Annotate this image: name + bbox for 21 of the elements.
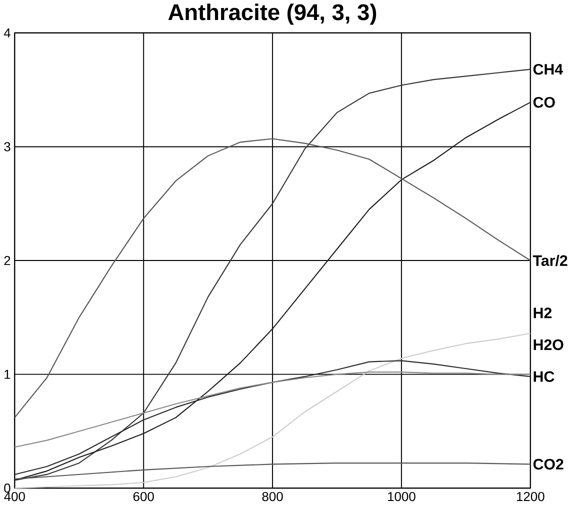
series-label: CO2 <box>533 458 564 470</box>
series-label: CH4 <box>533 64 563 75</box>
y-tick-label: 3 <box>4 142 10 152</box>
x-tick-label: 600 <box>133 492 154 502</box>
x-tick-label: 400 <box>4 492 25 502</box>
series-label: H2O <box>534 339 564 350</box>
line-series <box>14 138 531 418</box>
series-label: HC <box>534 371 554 382</box>
y-tick-label: 2 <box>4 256 10 266</box>
series-label: Tar/2 <box>532 255 568 266</box>
x-tick-label: 800 <box>262 492 283 502</box>
y-tick-label: 0 <box>4 484 10 493</box>
line-series <box>14 372 531 448</box>
chart-title: Anthracite (94, 3, 3) <box>168 4 376 25</box>
y-tick-label: 1 <box>4 370 10 379</box>
x-tick-label: 1000 <box>388 492 416 502</box>
y-tick-label: 4 <box>4 28 10 38</box>
line-series <box>14 332 531 489</box>
series-label: CO <box>533 97 555 108</box>
series-label: H2 <box>534 308 552 318</box>
x-tick-label: 1200 <box>516 492 544 502</box>
